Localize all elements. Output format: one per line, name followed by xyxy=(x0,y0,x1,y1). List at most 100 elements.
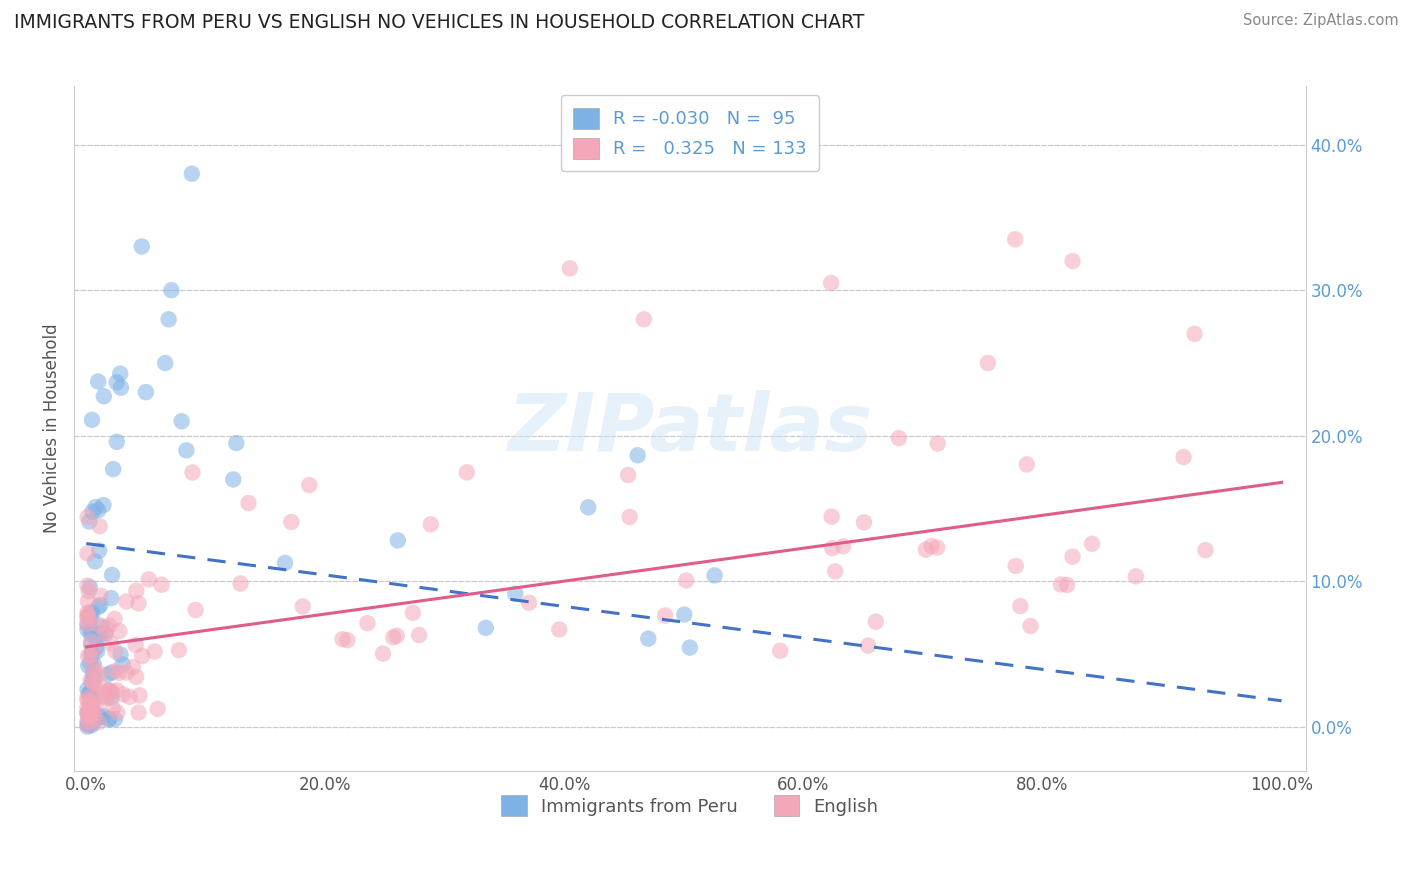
Point xyxy=(80,657,103,671)
Point xyxy=(98,683,121,698)
Point xyxy=(87,618,110,632)
Point xyxy=(1004,558,1026,573)
Point xyxy=(138,573,160,587)
Point xyxy=(1010,599,1032,614)
Point xyxy=(110,648,132,662)
Point xyxy=(79,515,101,529)
Text: ZIPatlas: ZIPatlas xyxy=(508,390,872,467)
Point xyxy=(118,690,141,704)
Point xyxy=(90,627,112,641)
Point xyxy=(127,597,149,611)
Point xyxy=(77,718,100,732)
Point xyxy=(80,647,103,661)
Point xyxy=(915,542,938,557)
Point xyxy=(89,709,111,723)
Point xyxy=(76,706,98,720)
Point xyxy=(101,665,124,680)
Point xyxy=(104,712,127,726)
Point xyxy=(79,699,101,714)
Point xyxy=(79,688,101,702)
Point xyxy=(89,680,111,694)
Point xyxy=(87,375,110,389)
Point xyxy=(79,611,101,625)
Point xyxy=(475,621,498,635)
Point xyxy=(96,691,118,706)
Point xyxy=(94,626,117,640)
Point xyxy=(927,436,949,450)
Point xyxy=(821,541,844,556)
Point xyxy=(76,606,98,620)
Point xyxy=(76,594,98,608)
Point xyxy=(82,699,104,714)
Point xyxy=(184,603,207,617)
Point xyxy=(96,622,118,636)
Point xyxy=(79,700,101,714)
Point xyxy=(104,664,127,678)
Point xyxy=(769,644,792,658)
Point xyxy=(105,706,128,720)
Point xyxy=(852,516,875,530)
Point xyxy=(101,567,124,582)
Point xyxy=(456,466,478,480)
Point xyxy=(703,568,725,582)
Point xyxy=(157,312,180,326)
Point xyxy=(76,720,98,734)
Text: IMMIGRANTS FROM PERU VS ENGLISH NO VEHICLES IN HOUSEHOLD CORRELATION CHART: IMMIGRANTS FROM PERU VS ENGLISH NO VEHIC… xyxy=(14,13,865,32)
Point xyxy=(505,587,527,601)
Point xyxy=(100,636,122,650)
Point xyxy=(291,599,314,614)
Point xyxy=(89,543,111,558)
Point xyxy=(80,674,103,689)
Point xyxy=(356,616,378,631)
Point xyxy=(654,608,676,623)
Point xyxy=(98,712,121,726)
Point xyxy=(617,467,640,482)
Point xyxy=(76,682,98,697)
Point xyxy=(105,434,128,449)
Point xyxy=(89,666,111,681)
Point xyxy=(76,612,98,626)
Point xyxy=(110,367,132,381)
Point xyxy=(336,633,359,648)
Point xyxy=(77,716,100,731)
Point xyxy=(76,714,98,729)
Point xyxy=(76,609,98,624)
Point xyxy=(181,466,204,480)
Point xyxy=(76,546,98,560)
Point xyxy=(83,707,105,722)
Point xyxy=(633,312,655,326)
Point xyxy=(1050,577,1073,591)
Point xyxy=(90,620,112,634)
Point xyxy=(387,533,409,548)
Point xyxy=(402,606,425,620)
Point xyxy=(274,556,297,570)
Point xyxy=(76,693,98,707)
Point xyxy=(146,702,169,716)
Point xyxy=(105,683,128,698)
Point xyxy=(79,673,101,688)
Point xyxy=(97,667,120,681)
Point xyxy=(1062,254,1084,268)
Point xyxy=(79,648,101,662)
Point xyxy=(97,683,120,698)
Point xyxy=(820,276,842,290)
Point xyxy=(180,167,202,181)
Point xyxy=(89,519,111,533)
Point xyxy=(84,500,107,514)
Point xyxy=(77,688,100,702)
Point xyxy=(1019,619,1042,633)
Point xyxy=(125,583,148,598)
Point xyxy=(112,688,135,702)
Point xyxy=(76,617,98,632)
Point xyxy=(170,414,193,428)
Point xyxy=(76,578,98,592)
Point xyxy=(110,381,132,395)
Point xyxy=(1056,578,1078,592)
Point xyxy=(80,710,103,724)
Point xyxy=(84,640,107,655)
Point xyxy=(76,700,98,714)
Point xyxy=(865,615,887,629)
Point xyxy=(125,670,148,684)
Point xyxy=(84,701,107,715)
Point xyxy=(1173,450,1195,464)
